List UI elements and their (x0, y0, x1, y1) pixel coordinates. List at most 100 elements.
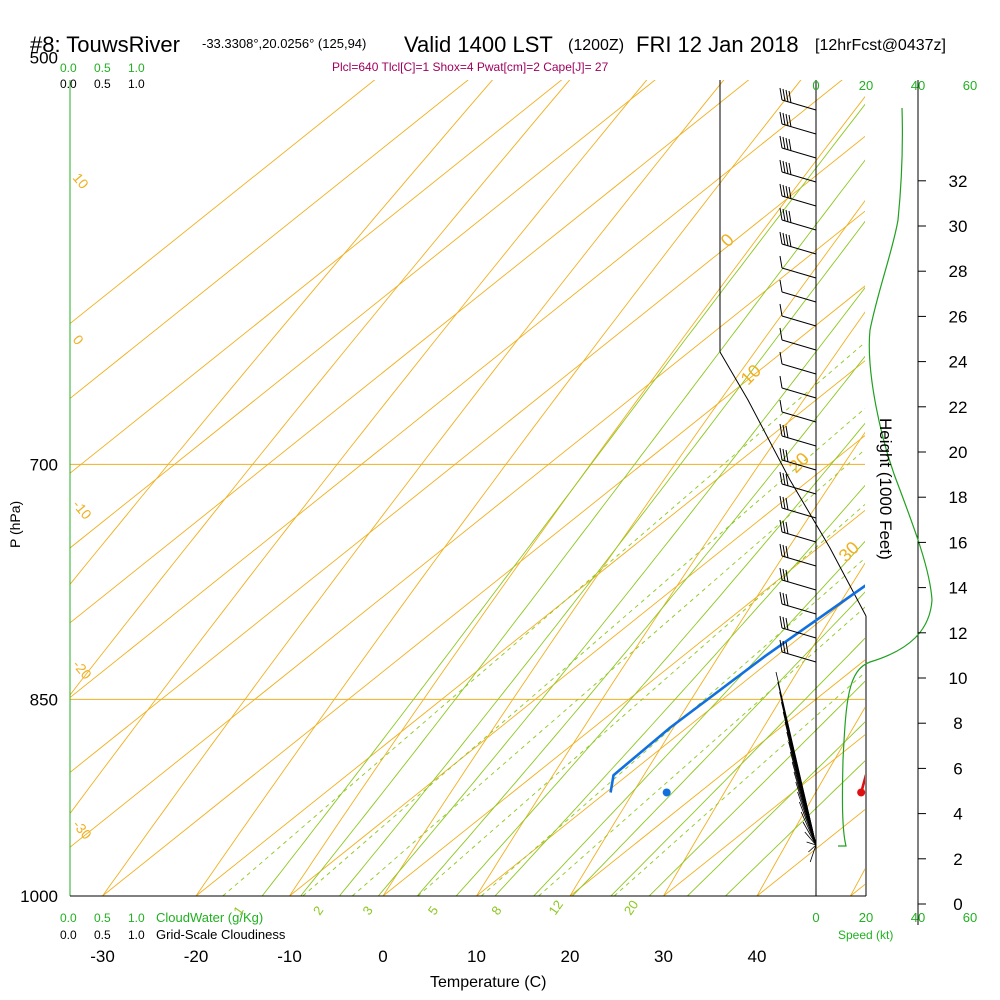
mixing-ratio-line (481, 557, 865, 896)
dry-adiabat-line (849, 868, 865, 896)
wind-speed-scale-label: 40 (911, 910, 925, 925)
wind-barb (779, 543, 817, 567)
moist-adiabat-line (610, 637, 865, 896)
mixing-ratio-label: 5 (425, 903, 441, 918)
cloud-water-scale-1: 0.5 (94, 61, 111, 75)
height-curve (838, 107, 933, 847)
surface-temperature-dot (857, 788, 866, 797)
height-curve-scale-label: 20 (859, 78, 873, 93)
cloudiness-scale-1: 0.5 (94, 77, 111, 91)
dry-adiabat-line (101, 80, 725, 896)
wind-barb (808, 844, 817, 853)
isotherm-label: -20 (70, 657, 95, 683)
mixing-ratio-label: 3 (359, 903, 375, 918)
x-tick-label: 40 (748, 947, 767, 966)
indices-text: Plcl=640 Tlcl[C]=1 Shox=4 Pwat[cm]=2 Cap… (332, 60, 609, 74)
height-tick-label: 24 (949, 353, 968, 372)
wind-barbs (775, 87, 817, 863)
surface-dewpoint-dot (662, 788, 671, 797)
dry-adiabat-label: 30 (835, 538, 863, 566)
cloudiness-scale-2: 1.0 (128, 77, 145, 91)
height-tick-label: 16 (949, 533, 968, 552)
dry-adiabat-line (662, 562, 865, 896)
height-tick-label: 12 (949, 624, 968, 643)
isotherm-label: 10 (70, 170, 92, 192)
wind-barb (802, 821, 817, 846)
pressure-tick-label: 1000 (20, 887, 58, 906)
height-tick-label: 10 (949, 669, 968, 688)
cloud-water-scale-2: 1.0 (128, 61, 145, 75)
pressure-tick-label: 500 (30, 48, 58, 67)
height-tick-label: 28 (949, 262, 968, 281)
isotherm-line (70, 80, 843, 699)
wind-barb (806, 841, 817, 846)
cloud-water-scale-b1: 0.5 (94, 911, 111, 925)
dry-adiabat-line (756, 706, 865, 896)
dry-adiabat-line (70, 80, 571, 696)
height-curve-scale-label: 40 (911, 78, 925, 93)
height-curve-scale-label: 60 (963, 78, 977, 93)
isotherm-line (288, 435, 865, 896)
dry-adiabat-line (195, 80, 802, 896)
wind-barb (809, 844, 817, 863)
mixing-ratio-line (538, 606, 865, 896)
dry-adiabat-line (382, 200, 865, 896)
wind-barb (779, 87, 817, 111)
isotherm-line (382, 509, 865, 896)
moist-adiabat-line (494, 484, 865, 896)
cloud-water-scale-0: 0.0 (60, 61, 77, 75)
mixing-ratio-label: 2 (310, 903, 326, 918)
wind-barb (799, 801, 817, 846)
dry-adiabat-line (288, 96, 865, 896)
isotherm-line (662, 734, 865, 896)
wind-barb (779, 159, 817, 183)
wind-barb (779, 447, 817, 471)
height-tick-label: 14 (949, 579, 968, 598)
dry-adiabat-line (475, 311, 865, 896)
plot-frame (69, 80, 919, 925)
height-tick-label: 6 (953, 759, 962, 778)
height-tick-label: 22 (949, 398, 968, 417)
isotherm-line (70, 80, 563, 474)
moist-adiabat-line (648, 680, 865, 896)
cloud-scale-top: 0.0 0.5 1.0 0.0 0.5 1.0 (60, 61, 145, 91)
wind-barb (779, 399, 817, 423)
mixing-ratio-label: 12 (545, 897, 566, 917)
cloud-water-label: CloudWater (g/Kg) (156, 910, 263, 925)
height-tick-label: 4 (953, 805, 962, 824)
mixing-ratio-line (302, 407, 865, 896)
wind-barb (779, 255, 817, 279)
cloudiness-scale-b1: 0.5 (94, 928, 111, 942)
wind-barb (779, 135, 817, 159)
y-axis-label: P (hPa) (7, 501, 23, 548)
x-tick-label: 30 (654, 947, 673, 966)
cloudiness-label: Grid-Scale Cloudiness (156, 927, 286, 942)
isotherm-line (70, 80, 656, 549)
dry-adiabat-line (569, 431, 865, 896)
isotherm-line (70, 80, 469, 399)
wind-barb (779, 351, 817, 375)
wind-speed-scale-label: 20 (859, 910, 873, 925)
isotherm-line (195, 360, 865, 896)
height-tick-label: 30 (949, 217, 968, 236)
cloud-scale-bottom: 0.0 0.5 1.0 CloudWater (g/Kg) 0.0 0.5 1.… (60, 910, 286, 942)
chart-title: #8: TouwsRiver -33.3308°,20.0256° (125,9… (30, 32, 946, 57)
height-tick-label: 2 (953, 850, 962, 869)
wind-barb (779, 303, 817, 327)
moist-adiabat-line (338, 220, 865, 896)
moist-adiabat-line (416, 355, 865, 896)
pressure-tick-label: 850 (30, 690, 58, 709)
isotherm-line (569, 659, 865, 896)
height-axis-label: Height (1000 Feet) (876, 418, 895, 560)
wind-barb (779, 495, 817, 519)
moist-adiabat-line (377, 287, 865, 896)
cloudiness-scale-0: 0.0 (60, 77, 77, 91)
isotherm-line (70, 80, 750, 624)
height-tick-label: 18 (949, 488, 968, 507)
dewpoint-trace (609, 584, 865, 793)
dry-adiabat-line (70, 80, 648, 815)
wind-speed-scale-label: 0 (812, 910, 819, 925)
mixing-ratio-line (613, 671, 865, 896)
wind-speed-scale-label: 60 (963, 910, 977, 925)
isotherm-label: 0 (70, 332, 87, 348)
